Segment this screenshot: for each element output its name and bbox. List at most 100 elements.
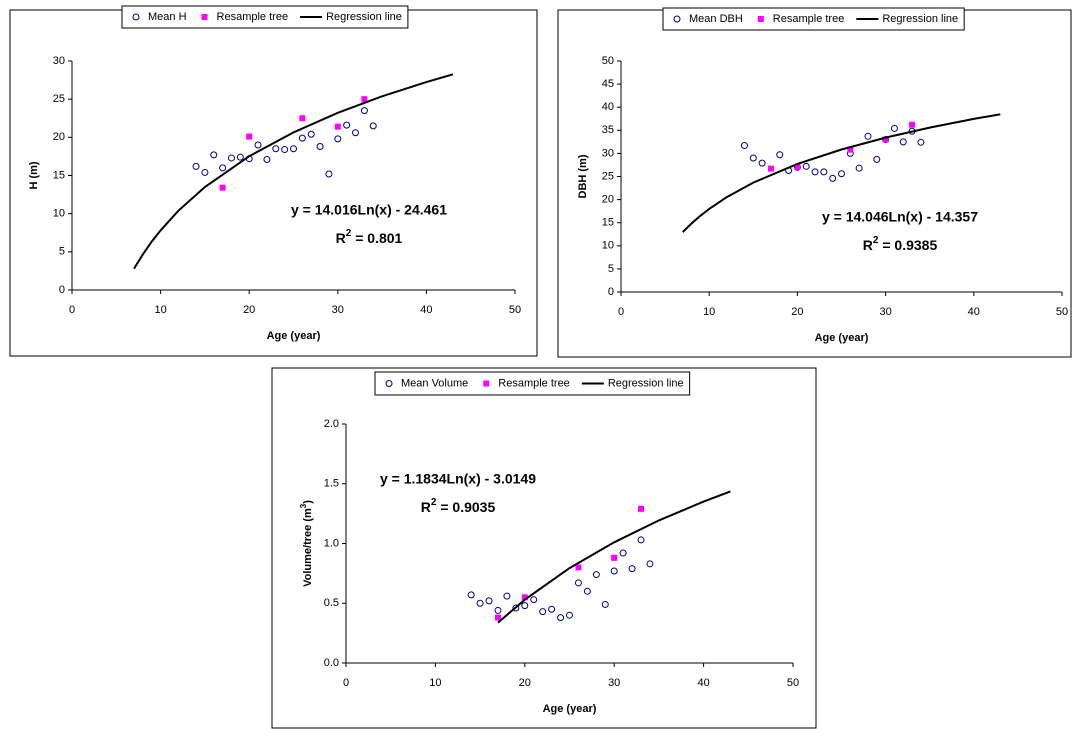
y-tick-label: 2.0 [324,418,339,430]
x-axis-label: Age (year) [543,703,597,715]
chart-panel: 0 5 10 15 20 25 30 0 10 20 30 40 50 Age (year) H (m) y … [9,5,538,357]
point [601,600,609,608]
point [619,549,627,557]
y-axis-label: DBH (m) [577,154,589,198]
legend-symbol [132,13,140,21]
y-tick-label: 30 [53,55,65,67]
point [592,571,600,579]
x-tick-label: 40 [697,677,709,689]
point [794,163,801,170]
point [628,565,636,573]
y-tick-label: 10 [602,240,614,252]
x-tick-label: 10 [703,306,715,318]
point [539,608,547,616]
legend-label: Regression line [326,11,402,23]
x-tick-label: 30 [608,677,620,689]
point [192,162,200,170]
y-label-text: Volume/tree (m [302,508,314,587]
legend-label: Resample tree [773,13,845,25]
point [611,554,618,561]
point [485,597,493,605]
x-tick-label: 0 [343,677,349,689]
chart-frame [271,367,817,729]
point [272,145,280,153]
legend-label: Mean DBH [689,13,743,25]
point [263,155,271,163]
point [820,168,828,176]
r-sup: 2 [873,235,879,246]
point [334,123,341,130]
point [352,129,360,137]
point [476,599,484,607]
point [360,107,368,115]
point [281,146,289,154]
point [899,138,907,146]
legend-frame [662,7,965,31]
point [290,145,297,153]
point [574,579,582,587]
point [254,141,262,149]
r-squared: R2 = 0.801 [336,228,403,246]
legend: Mean Volume Resample tree Regression line [374,371,691,396]
equation: y = 1.1834Ln(x) - 3.0149 [380,471,536,487]
y-tick-label: 35 [602,124,614,136]
legend-symbol [757,16,764,22]
y-axis-label: H (m) [28,161,40,189]
point [749,154,757,162]
regression-line [497,490,731,624]
point [467,591,475,599]
point [811,168,819,176]
equation: y = 14.016Ln(x) - 24.461 [291,202,447,218]
point [566,611,573,619]
point [236,153,244,161]
r-base: R [863,237,873,253]
point [610,567,618,575]
x-tick-label: 10 [154,304,166,316]
legend-label: Mean H [148,11,187,23]
x-axis-label: Age (year) [815,332,869,344]
point [917,138,925,146]
legend-frame [121,5,409,29]
x-tick-label: 0 [618,306,624,318]
y-label-text: H (m) [28,161,40,189]
y-tick-label: 10 [53,208,65,220]
x-tick-label: 20 [519,677,531,689]
point [316,142,324,150]
legend-symbol [673,15,681,23]
x-tick-label: 20 [791,306,803,318]
y-tick-label: 0.5 [324,597,339,609]
y-tick-label: 1.0 [324,537,339,549]
legend-label: Regression line [882,13,958,25]
r-text: = 0.9035 [436,499,495,515]
point [369,122,377,130]
point [219,164,227,172]
point [855,164,863,172]
point [227,154,235,162]
point [503,592,511,600]
r-squared: R2 = 0.9385 [863,235,938,253]
y-label-tail: ) [302,500,314,504]
legend: Mean DBH Resample tree Regression line [662,7,965,31]
point [307,130,315,138]
r-base: R [336,230,346,246]
point [802,162,810,170]
y-tick-label: 45 [602,78,614,90]
point [882,136,889,143]
point [343,121,351,129]
chart-panel: 0.0 0.5 1.0 1.5 2.0 0 10 20 30 40 50 Age (year) Volu… [271,367,817,729]
point [521,602,529,610]
point [873,155,881,163]
y-tick-label: 25 [53,93,65,105]
point [767,165,774,172]
legend-frame [374,371,691,396]
point [521,594,528,601]
x-tick-label: 0 [69,304,75,316]
point [909,121,916,128]
point [864,132,872,140]
y-tick-label: 0 [59,284,65,296]
r-text: = 0.801 [351,230,402,246]
chart-frame [557,9,1072,358]
point [530,596,538,604]
y-tick-label: 50 [602,55,614,67]
